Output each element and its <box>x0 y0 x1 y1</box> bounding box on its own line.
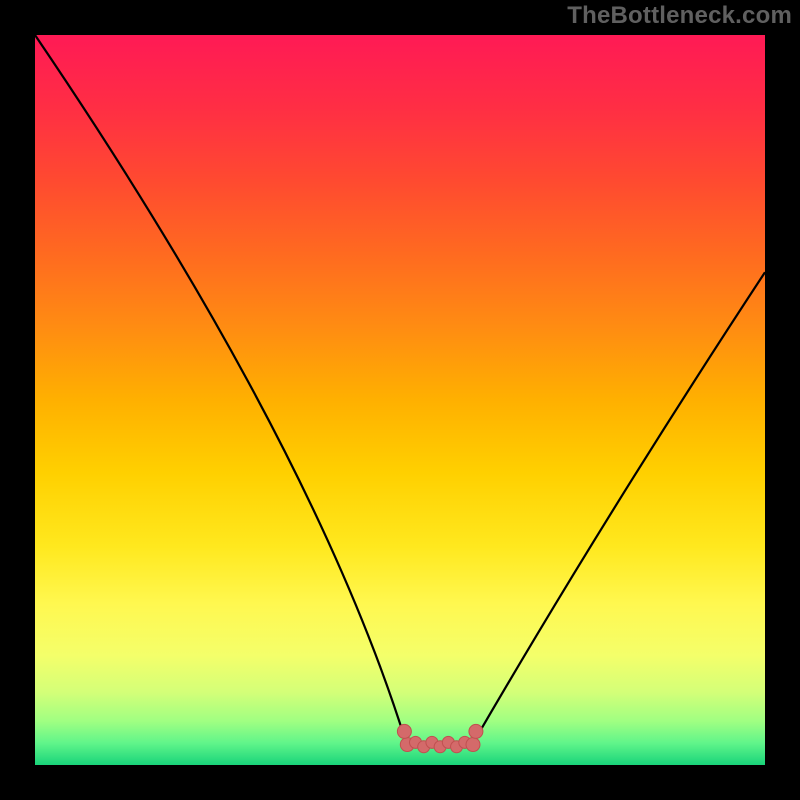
watermark-text: TheBottleneck.com <box>567 2 792 30</box>
plot-area <box>35 35 765 765</box>
chart-frame: TheBottleneck.com <box>0 0 800 800</box>
bottleneck-curve <box>35 35 765 765</box>
